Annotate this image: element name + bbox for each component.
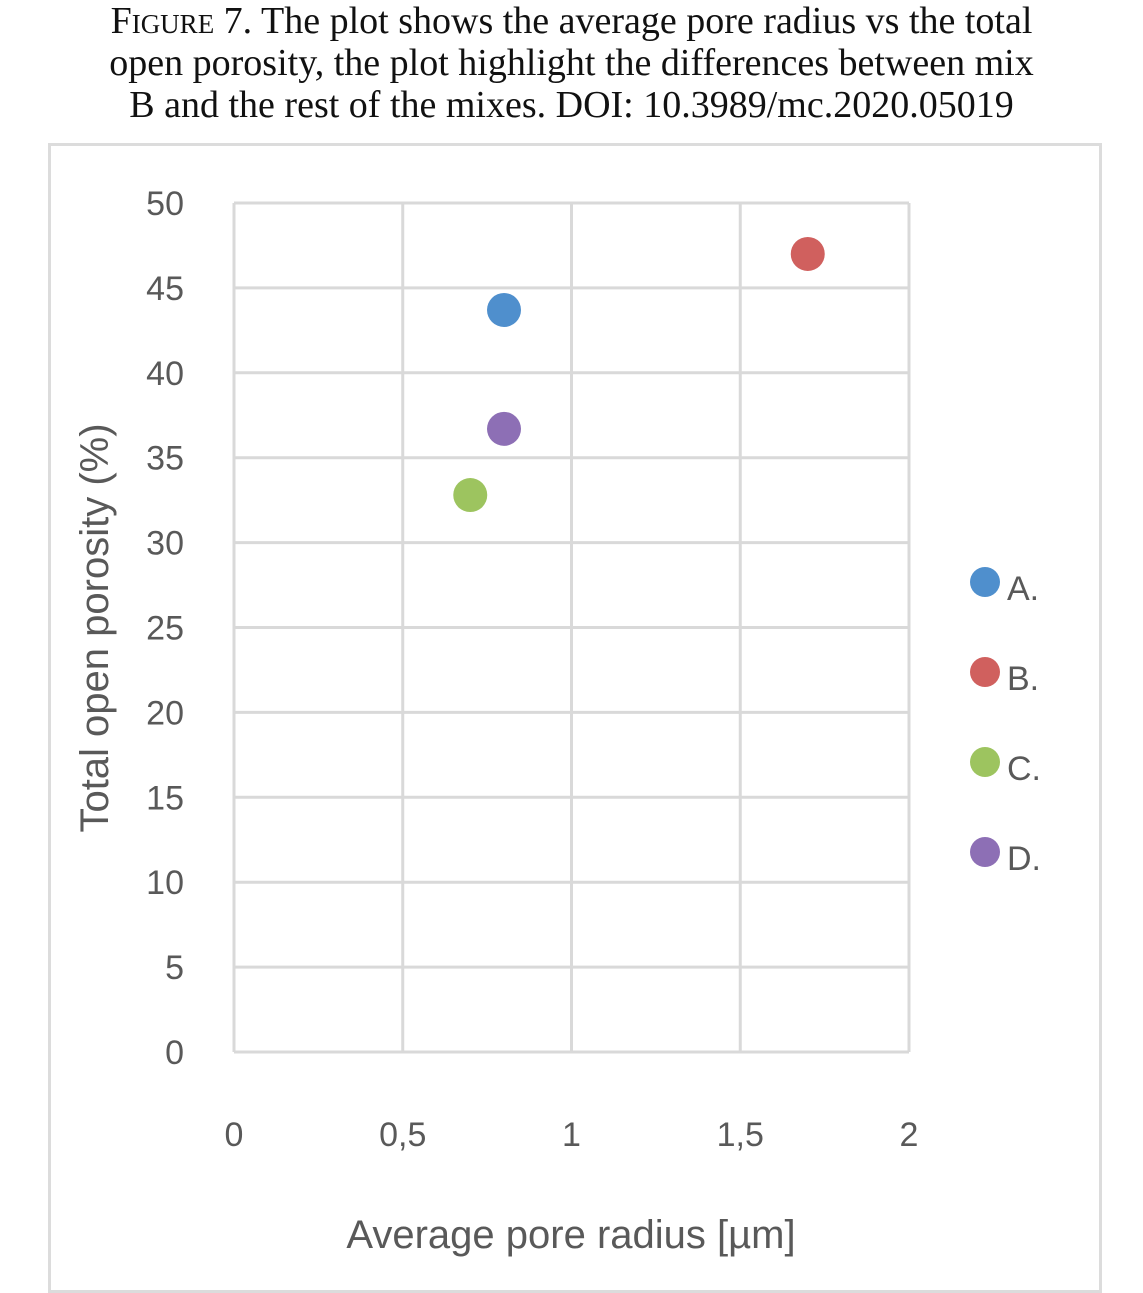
y-tick-label: 30 xyxy=(146,525,184,563)
x-tick-label: 1 xyxy=(562,1116,581,1154)
x-axis-ticks: 0 0,5 1 1,5 2 xyxy=(225,1116,919,1154)
y-tick-label: 40 xyxy=(146,355,184,393)
data-point-b xyxy=(790,236,825,271)
y-tick-label: 15 xyxy=(146,779,184,817)
x-tick-label: 0,5 xyxy=(379,1116,426,1154)
y-tick-label: 50 xyxy=(146,185,184,223)
legend-item-b: B. xyxy=(970,657,1039,698)
x-tick-label: 2 xyxy=(900,1116,919,1154)
legend-label: D. xyxy=(1007,840,1041,878)
y-tick-label: 0 xyxy=(165,1034,184,1072)
legend-marker xyxy=(970,657,1000,687)
figure-label: Figure 7. xyxy=(110,0,253,42)
legend-item-a: A. xyxy=(970,567,1039,608)
data-point-d xyxy=(487,411,521,446)
legend-marker xyxy=(970,567,1000,597)
y-axis-title: Total open porosity (%) xyxy=(73,423,117,832)
legend-label: A. xyxy=(1007,570,1039,608)
y-tick-label: 10 xyxy=(146,864,184,902)
legend-item-d: D. xyxy=(970,837,1041,878)
data-point-a xyxy=(487,292,521,327)
x-tick-label: 0 xyxy=(225,1116,244,1154)
legend-marker xyxy=(970,747,1000,777)
data-points xyxy=(453,236,825,513)
grid xyxy=(232,201,911,1054)
y-tick-label: 35 xyxy=(146,440,184,478)
caption-text-1: The plot shows the average pore radius v… xyxy=(261,0,1033,42)
y-tick-label: 20 xyxy=(146,694,184,732)
y-axis-ticks: 0 5 10 15 20 25 30 35 40 45 50 xyxy=(146,185,184,1072)
legend-label: C. xyxy=(1007,750,1041,788)
y-tick-label: 5 xyxy=(165,949,184,987)
y-tick-label: 45 xyxy=(146,270,184,308)
figure-caption: Figure 7. The plot shows the average por… xyxy=(0,0,1143,126)
legend: A. B. C. D. xyxy=(970,567,1041,878)
x-tick-label: 1,5 xyxy=(717,1116,764,1154)
legend-label: B. xyxy=(1007,660,1039,698)
x-axis-title: Average pore radius [µm] xyxy=(346,1213,795,1257)
legend-item-c: C. xyxy=(970,747,1041,788)
caption-line-2: open porosity, the plot highlight the di… xyxy=(109,42,1034,84)
data-point-c xyxy=(453,478,488,513)
y-tick-label: 25 xyxy=(146,610,184,648)
caption-line-1: Figure 7. The plot shows the average por… xyxy=(0,0,1143,42)
legend-marker xyxy=(970,837,1000,867)
caption-line-3: B and the rest of the mixes. DOI: 10.398… xyxy=(129,84,1014,126)
